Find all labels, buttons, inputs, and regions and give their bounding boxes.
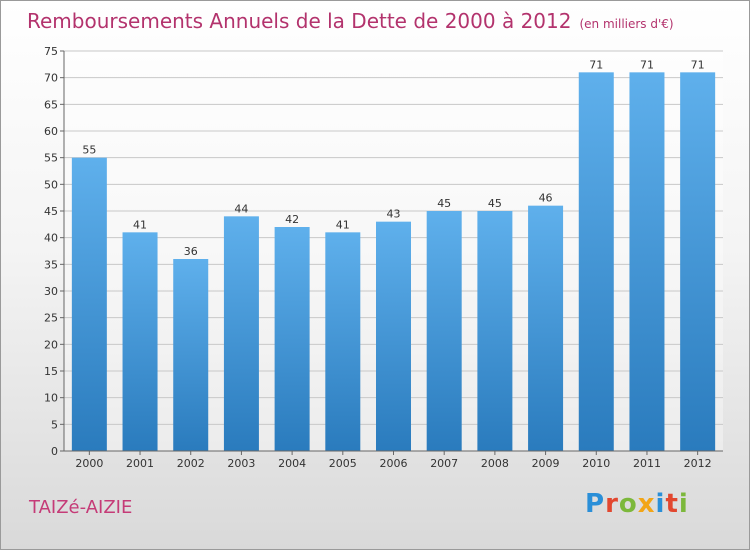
x-tick-label: 2002 — [177, 457, 205, 470]
bar-2010 — [578, 72, 614, 451]
y-tick-label: 15 — [44, 365, 58, 378]
bar-layer: 55 41 36 44 42 41 43 45 45 46 71 71 71 — [71, 58, 716, 451]
bar-2001 — [122, 232, 158, 451]
x-tick-label: 2003 — [227, 457, 255, 470]
chart-unit: (en milliers d'€) — [579, 17, 674, 31]
logo-letter: t — [665, 489, 679, 519]
logo-letter: P — [585, 489, 606, 519]
commune-name: TAIZé-AIZIE — [29, 497, 133, 518]
y-tick-label: 25 — [44, 312, 58, 325]
y-tick-label: 50 — [44, 178, 58, 191]
data-label: 45 — [437, 197, 451, 210]
bar-2004 — [274, 227, 310, 451]
data-label: 71 — [640, 58, 654, 71]
y-tick-label: 10 — [44, 392, 58, 405]
y-tick-label: 30 — [44, 285, 58, 298]
data-label: 55 — [82, 144, 96, 157]
logo-letter: x — [637, 489, 656, 519]
axis-layer: 0 5 10 15 20 25 30 35 40 45 50 55 60 65 70 75 2000 2001 20… — [44, 45, 723, 470]
x-tick-label: 2004 — [278, 457, 306, 470]
y-tick-label: 20 — [44, 338, 58, 351]
y-tick-label: 75 — [44, 45, 58, 58]
data-label: 41 — [336, 218, 350, 231]
logo-letter: i — [678, 489, 689, 519]
y-tick-label: 0 — [51, 445, 58, 458]
bar-2006 — [376, 221, 411, 451]
y-tick-label: 70 — [44, 72, 58, 85]
x-tick-label: 2001 — [126, 457, 154, 470]
data-label: 46 — [539, 192, 553, 205]
y-tick-label: 40 — [44, 232, 58, 245]
x-tick-label: 2005 — [329, 457, 357, 470]
proxiti-logo: Proxiti — [585, 489, 689, 519]
bar-2012 — [680, 72, 716, 451]
data-label: 44 — [234, 202, 248, 215]
y-tick-label: 55 — [44, 152, 58, 165]
bar-2000 — [71, 157, 107, 451]
bar-2005 — [325, 232, 361, 451]
x-tick-label: 2009 — [532, 457, 560, 470]
data-label: 45 — [488, 197, 502, 210]
y-tick-label: 45 — [44, 205, 58, 218]
x-tick-label: 2011 — [633, 457, 661, 470]
x-tick-label: 2012 — [684, 457, 712, 470]
x-tick-label: 2010 — [582, 457, 610, 470]
logo-letter: o — [618, 489, 638, 519]
data-label: 42 — [285, 213, 299, 226]
y-tick-label: 60 — [44, 125, 58, 138]
bar-2009 — [528, 205, 564, 451]
data-label: 71 — [589, 58, 603, 71]
logo-letter: r — [605, 489, 619, 519]
data-label: 41 — [133, 218, 147, 231]
data-label: 71 — [691, 58, 705, 71]
data-label: 36 — [184, 245, 198, 258]
x-tick-label: 2007 — [430, 457, 458, 470]
chart-title-text: Remboursements Annuels de la Dette de 20… — [27, 9, 572, 33]
x-tick-label: 2006 — [380, 457, 408, 470]
y-tick-label: 65 — [44, 98, 58, 111]
bar-2002 — [173, 259, 209, 451]
bar-2007 — [426, 211, 462, 451]
bar-2003 — [223, 216, 259, 451]
x-tick-label: 2000 — [75, 457, 103, 470]
chart-title: Remboursements Annuels de la Dette de 20… — [27, 9, 674, 33]
bar-2011 — [629, 72, 665, 451]
bar-2008 — [477, 211, 513, 451]
data-label: 43 — [387, 208, 401, 221]
y-tick-label: 35 — [44, 258, 58, 271]
y-tick-label: 5 — [51, 418, 58, 431]
x-tick-label: 2008 — [481, 457, 509, 470]
logo-letter: i — [655, 489, 666, 519]
